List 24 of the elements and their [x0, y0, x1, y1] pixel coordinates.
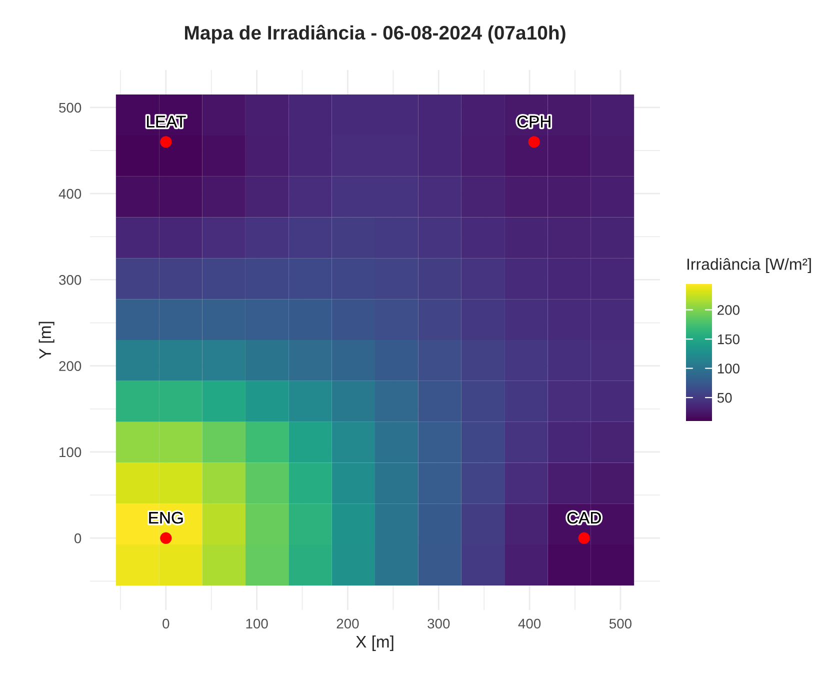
y-tick-label: 200: [59, 361, 82, 372]
color-bar-title: Irradiância [W/m²]: [687, 258, 811, 274]
color-bar-label: 50: [717, 392, 732, 403]
color-bar-label: 100: [718, 364, 740, 374]
annotation: CAD: [567, 512, 601, 524]
color-bar-label: 150: [718, 334, 740, 344]
annotation: ENG: [149, 512, 183, 524]
x-tick-label: 200: [336, 618, 359, 629]
annotation: LEAT: [147, 116, 186, 128]
x-axis-title: X [m]: [356, 635, 394, 651]
color-bar-label: 200: [718, 305, 740, 315]
y-tick-label: 100: [60, 447, 82, 458]
x-tick-label: 300: [428, 618, 450, 629]
y-tick-label: 400: [58, 188, 82, 199]
x-tick-label: 100: [246, 618, 268, 629]
x-tick-label: 500: [609, 618, 632, 629]
y-axis-title: Y [m]: [38, 322, 54, 359]
y-tick-label: 500: [59, 102, 82, 113]
y-tick-label: 300: [59, 275, 82, 285]
y-tick-label: 0: [74, 533, 82, 544]
annotation: CPH: [517, 116, 550, 128]
chart-title: Mapa de Irradiância - 06-08-2024 (07a10h): [185, 24, 566, 44]
x-tick-label: 400: [518, 618, 541, 629]
x-tick-label: 0: [162, 618, 170, 629]
